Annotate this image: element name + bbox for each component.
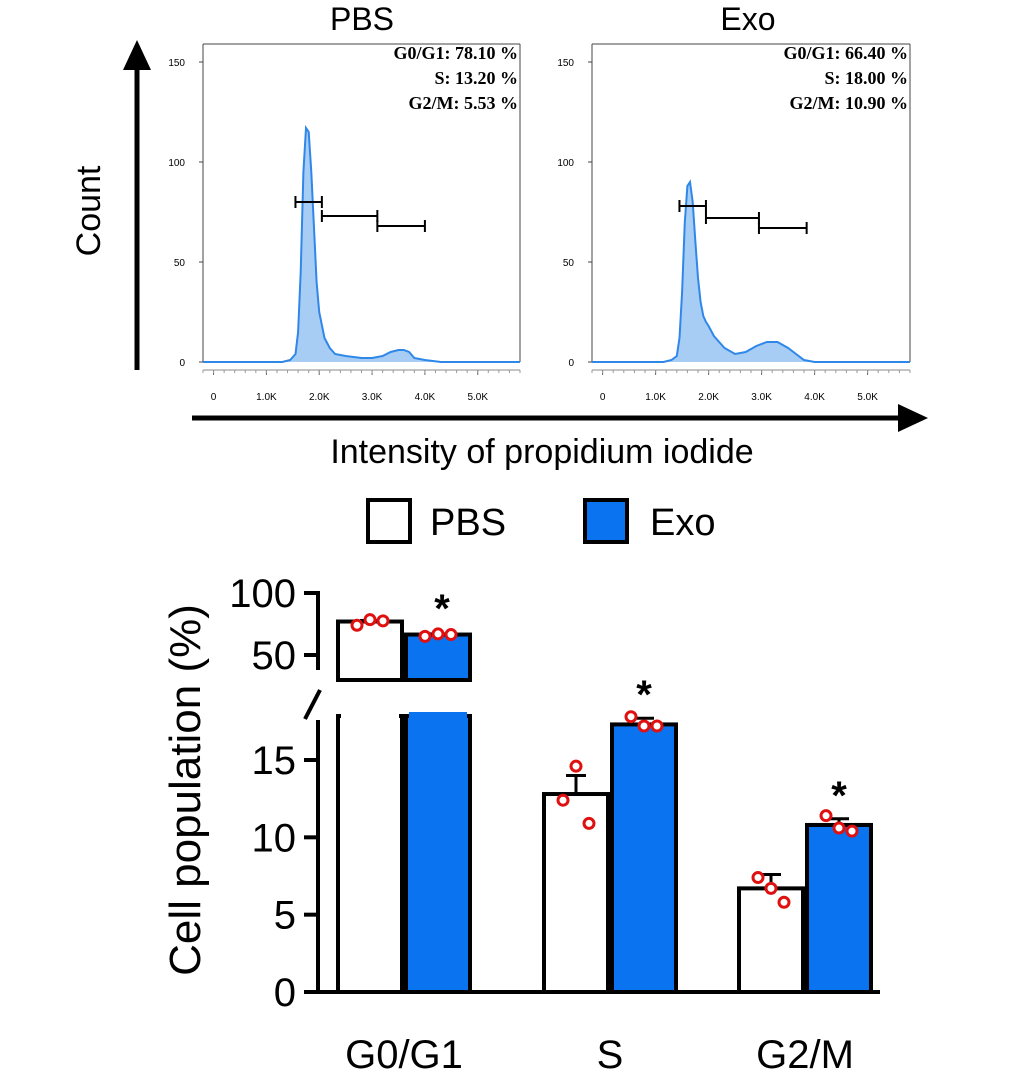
y-tick-label: 50 (563, 258, 575, 269)
bar-break-cover (409, 712, 467, 720)
bar-plot: 0 5 10 15 50 100 G0/G1 S * G2/M * * (229, 572, 880, 1076)
y-axis-arrowhead (123, 40, 151, 70)
data-point (819, 809, 833, 823)
histogram-panel: Count Intensity of propidium iodide PBS … (70, 1, 928, 471)
histogram-line (592, 179, 910, 363)
y-tick-label: 15 (252, 739, 297, 783)
histogram-line (203, 124, 520, 363)
y-tick-label: 100 (229, 572, 296, 616)
phase-stat: S: 18.00 % (824, 68, 908, 88)
x-tick-label: 2.0K (698, 392, 719, 403)
y-tick-label: 100 (168, 158, 185, 169)
phase-stat: G2/M: 10.90 % (790, 93, 909, 113)
data-point (569, 759, 583, 773)
y-axis-label: Cell population (%) (161, 604, 210, 976)
y-tick-label: 50 (252, 634, 297, 678)
legend: PBS Exo (366, 498, 715, 544)
significance-star: * (831, 774, 847, 818)
x-tick-label: 0 (211, 392, 217, 403)
data-point (650, 719, 664, 733)
histogram-exo: Exo 0 50 100 150 0 1.0K 2.0K 3.0K 4.0K 5.0K G0/G1:… (557, 1, 911, 403)
legend-label-pbs: PBS (430, 502, 506, 544)
x-category-label: S (597, 1033, 624, 1076)
data-point (832, 821, 846, 835)
data-point (777, 895, 791, 909)
x-tick-label: 3.0K (751, 392, 772, 403)
bar-pbs (336, 714, 404, 994)
y-tick-label: 150 (557, 58, 574, 69)
phase-stat: G0/G1: 78.10 % (394, 43, 519, 63)
bar-exo (404, 714, 472, 994)
x-axis-arrowhead (898, 404, 928, 432)
legend-swatch-exo (583, 498, 629, 544)
data-point (624, 710, 638, 724)
count-label: Count (70, 165, 108, 256)
y-tick-label: 10 (252, 816, 297, 860)
data-point (350, 618, 364, 632)
significance-star: * (636, 673, 652, 717)
x-tick-label: 5.0K (857, 392, 878, 403)
x-tick-label: 2.0K (309, 392, 330, 403)
bar-exo-upper (404, 632, 472, 682)
y-tick-label: 0 (179, 358, 185, 369)
x-tick-label: 5.0K (467, 392, 488, 403)
x-tick-label: 4.0K (804, 392, 825, 403)
bar-chart-panel: PBS Exo Cell population (%) 0 5 10 15 50 100 G… (161, 498, 880, 1076)
data-point (444, 628, 458, 642)
histogram-pbs: PBS 0 50 100 150 0 1.0K 2.0K 3.0K 4.0K 5.0K G0/G1:… (168, 1, 521, 403)
x-category-label: G2/M (756, 1033, 854, 1076)
data-point (637, 719, 651, 733)
histogram-title: Exo (720, 1, 775, 37)
bar-exo (610, 722, 678, 995)
data-point (582, 816, 596, 830)
x-tick-label: 0 (600, 392, 606, 403)
intensity-label: Intensity of propidium iodide (330, 433, 753, 471)
phase-stat: G0/G1: 66.40 % (784, 43, 909, 63)
histogram-title: PBS (330, 1, 394, 37)
bar-break-cover (341, 712, 399, 720)
histogram-area (592, 182, 910, 362)
x-tick-label: 3.0K (362, 392, 383, 403)
x-tick-label: 4.0K (415, 392, 436, 403)
bar-pbs (542, 792, 610, 994)
bar-exo (805, 822, 873, 995)
x-tick-label: 1.0K (256, 392, 277, 403)
y-tick-label: 100 (557, 158, 574, 169)
data-point (845, 824, 859, 838)
data-point (376, 614, 390, 628)
data-point (764, 881, 778, 895)
data-point (751, 871, 765, 885)
data-point (418, 629, 432, 643)
y-tick-label: 0 (568, 358, 574, 369)
legend-swatch-pbs (366, 498, 412, 544)
axis-break-mark (303, 689, 322, 720)
bar-pbs (737, 886, 805, 995)
phase-stat: G2/M: 5.53 % (409, 93, 519, 113)
y-tick-label: 50 (174, 258, 186, 269)
legend-label-exo: Exo (650, 502, 715, 544)
bar-pbs-upper (336, 619, 404, 683)
phase-stat: S: 13.20 % (434, 68, 518, 88)
y-tick-label: 150 (168, 58, 185, 69)
x-category-label: G0/G1 (345, 1033, 463, 1076)
histogram-area (203, 128, 520, 362)
data-point (431, 627, 445, 641)
y-tick-label: 0 (274, 971, 296, 1015)
data-point (556, 793, 570, 807)
x-tick-label: 1.0K (645, 392, 666, 403)
significance-star: * (434, 587, 450, 631)
y-tick-label: 5 (274, 894, 296, 938)
data-point (363, 613, 377, 627)
